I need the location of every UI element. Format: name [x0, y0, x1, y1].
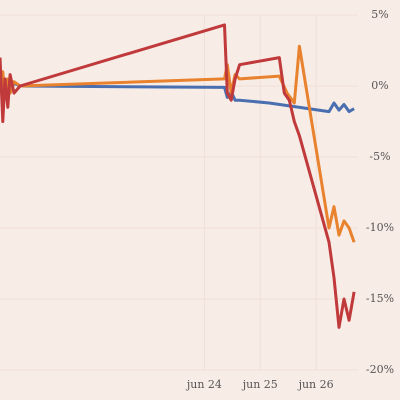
x-tick-label: jun 26 — [297, 378, 334, 391]
y-tick-label: 5% — [371, 8, 388, 21]
series-line — [0, 23, 356, 329]
y-tick-label: -5% — [369, 150, 390, 163]
x-tick-label: jun 24 — [185, 378, 222, 391]
y-tick-label: -15% — [366, 292, 394, 305]
y-tick-label: 0% — [371, 79, 388, 92]
x-tick-label: jun 25 — [241, 378, 278, 391]
y-tick-label: -20% — [366, 363, 394, 376]
y-tick-label: -10% — [366, 221, 394, 234]
